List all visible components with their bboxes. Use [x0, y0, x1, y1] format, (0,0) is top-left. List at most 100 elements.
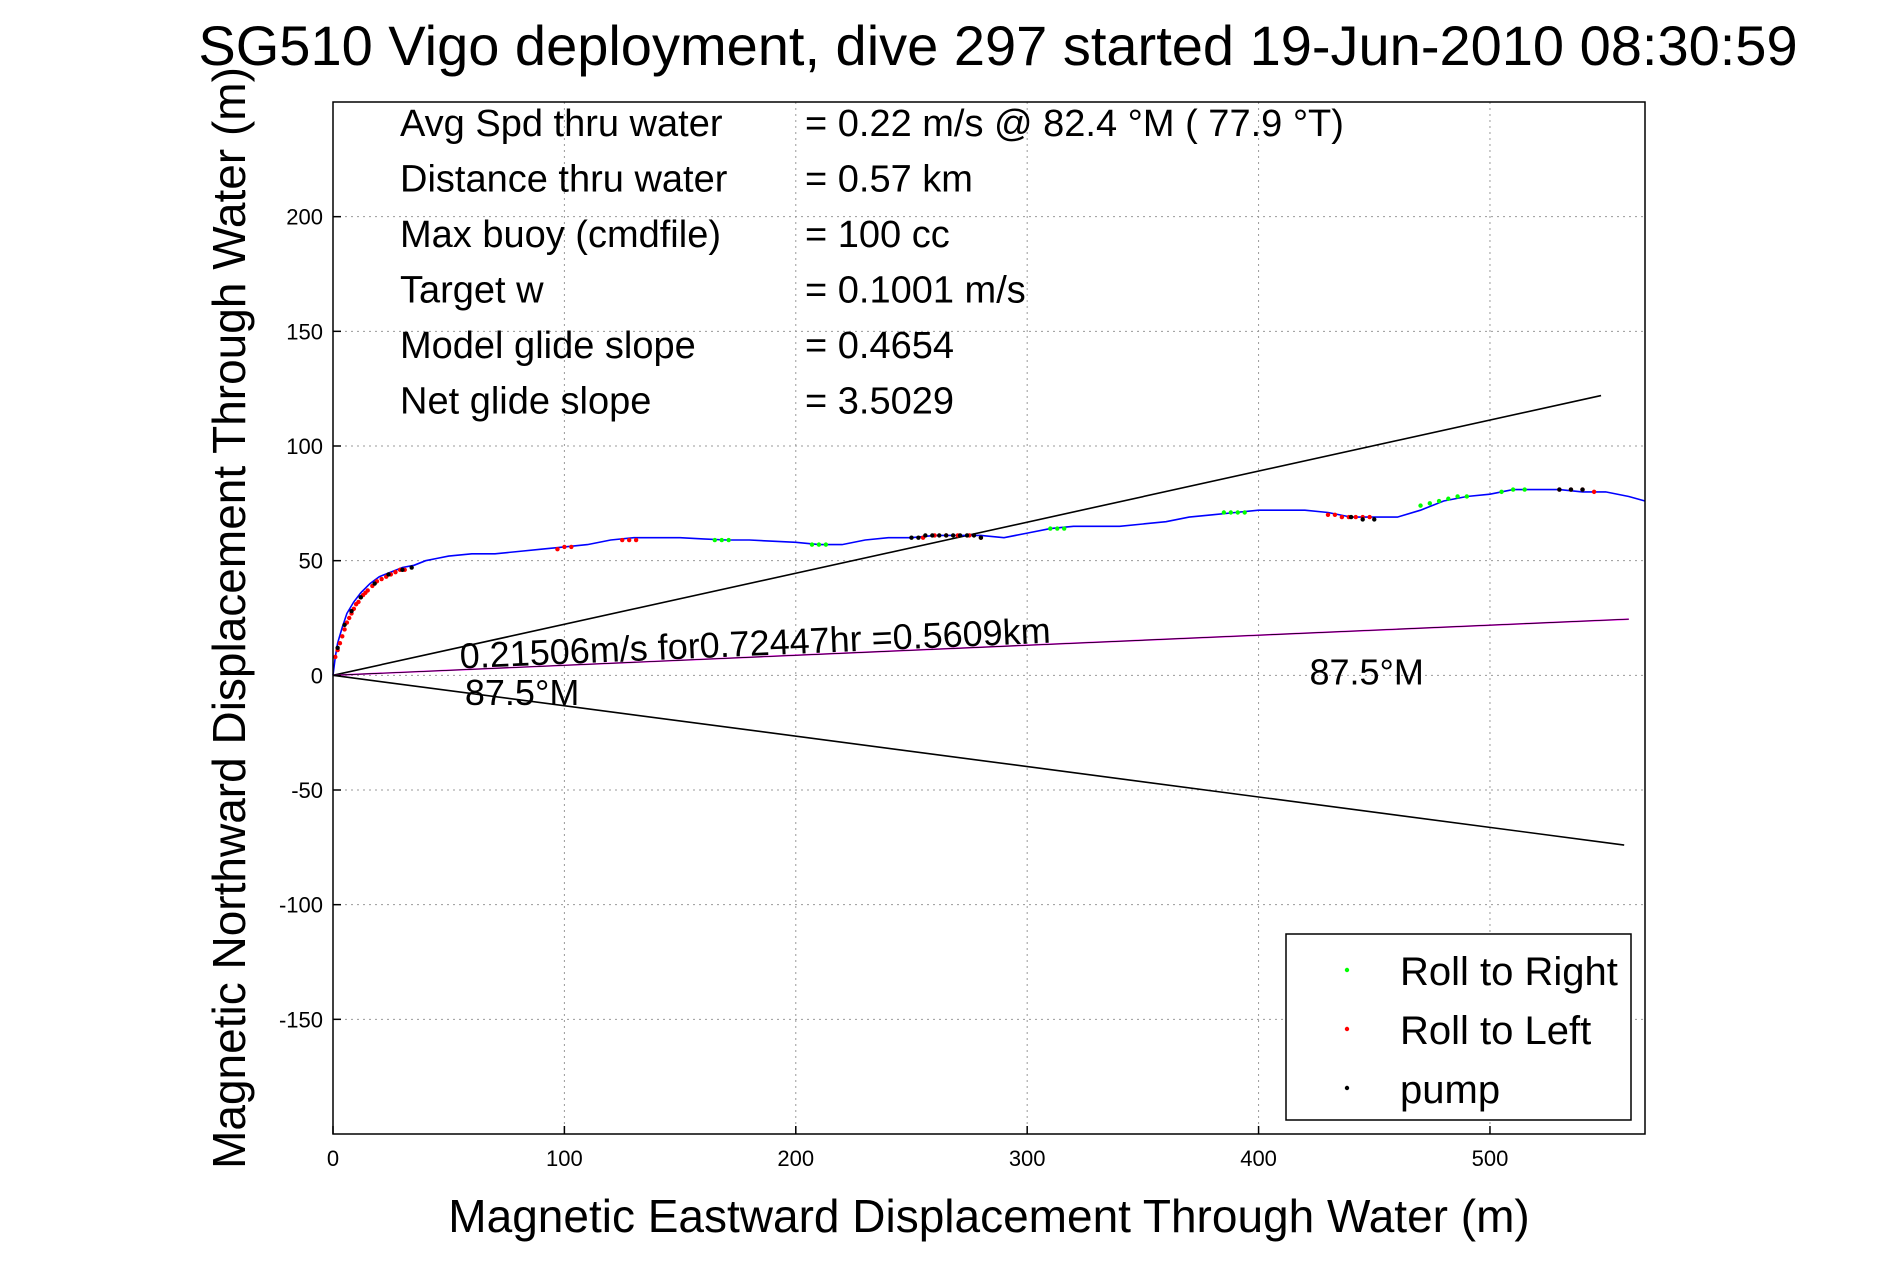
legend-entry: pump: [1400, 1068, 1500, 1112]
y-tick-label: 150: [286, 319, 323, 344]
data-point: [340, 634, 345, 639]
data-point: [950, 533, 956, 538]
info-value: = 0.4654: [805, 325, 954, 367]
data-point: [964, 533, 970, 538]
reference-line: [332, 618, 1629, 676]
info-value: = 0.22 m/s @ 82.4 °M ( 77.9 °T): [805, 103, 1344, 145]
data-point: [1048, 526, 1053, 531]
x-tick-label: 200: [777, 1146, 814, 1171]
x-tick-label: 100: [546, 1146, 583, 1171]
legend-marker: [1344, 1026, 1350, 1032]
y-tick-label: 0: [311, 663, 323, 688]
data-point: [1522, 487, 1527, 492]
data-point: [342, 622, 347, 628]
data-point: [379, 576, 384, 582]
data-point: [1372, 517, 1377, 522]
data-point: [1499, 489, 1504, 495]
data-point: [719, 537, 724, 543]
data-point: [923, 533, 928, 538]
data-point: [937, 533, 942, 538]
data-point: [1325, 512, 1331, 517]
data-point: [1235, 510, 1240, 515]
data-point: [1055, 526, 1060, 531]
data-point: [346, 615, 352, 621]
data-point: [1339, 514, 1345, 520]
info-value: = 0.57 km: [805, 159, 973, 201]
legend-box: [1285, 933, 1632, 1121]
x-tick-label: 300: [1009, 1146, 1046, 1171]
series: [332, 487, 1646, 676]
x-tick-label: 500: [1472, 1146, 1509, 1171]
data-point: [1360, 517, 1365, 522]
data-point: [562, 544, 567, 550]
data-point: [971, 533, 977, 538]
data-point: [1353, 514, 1358, 520]
legend: Roll to Right Roll to Left pump: [1285, 933, 1632, 1121]
data-point: [916, 535, 921, 540]
y-tick-label: 50: [299, 549, 323, 574]
legend-marker: [1344, 1085, 1350, 1091]
data-point: [978, 535, 984, 540]
data-point: [1446, 496, 1451, 501]
data-point: [365, 588, 370, 593]
data-point: [1418, 503, 1423, 508]
x-tick-label: 0: [327, 1146, 339, 1171]
legend-marker: [1344, 967, 1350, 973]
data-point: [626, 537, 632, 543]
data-point: [909, 535, 914, 540]
y-tick-label: 200: [286, 205, 323, 230]
data-point: [409, 565, 414, 570]
info-label: Avg Spd thru water: [400, 103, 723, 145]
data-point: [957, 533, 963, 538]
data-point: [1367, 514, 1372, 520]
data-point: [1228, 510, 1234, 515]
data-point: [386, 572, 391, 577]
data-point: [930, 533, 935, 538]
annotation-text: 87.5°M: [465, 672, 579, 713]
data-point: [1455, 494, 1460, 499]
info-label: Model glide slope: [400, 325, 696, 367]
x-axis-label: Magnetic Eastward Displacement Through W…: [448, 1190, 1529, 1242]
data-point: [1332, 512, 1338, 517]
data-point: [943, 533, 949, 538]
data-point: [633, 537, 639, 543]
reference-line: [332, 674, 1625, 846]
data-point: [816, 542, 822, 547]
data-point: [569, 544, 574, 550]
x-tick-label: 400: [1240, 1146, 1277, 1171]
data-point: [400, 567, 405, 573]
data-point: [1557, 487, 1562, 492]
info-label: Target w: [400, 270, 544, 312]
data-point: [333, 654, 338, 660]
info-label: Max buoy (cmdfile): [400, 214, 721, 256]
data-point: [335, 645, 340, 651]
data-point: [356, 599, 361, 605]
data-point: [823, 542, 829, 547]
legend-entry: Roll to Right: [1400, 950, 1618, 994]
data-point: [1580, 487, 1585, 492]
data-point: [1510, 487, 1516, 492]
data-point: [342, 627, 347, 632]
data-point: [337, 641, 343, 646]
data-point: [1427, 501, 1433, 506]
data-point: [1436, 498, 1442, 504]
annotation-text: 87.5°M: [1309, 652, 1423, 693]
data-point: [349, 608, 354, 614]
data-point: [726, 537, 731, 543]
data-point: [555, 547, 560, 552]
data-point: [372, 581, 377, 586]
info-label: Net glide slope: [400, 381, 651, 423]
info-value: = 3.5029: [805, 381, 954, 423]
ticks: 0 100 200 300 400 500 -150 -100 -50 0 50 100 150 200: [279, 205, 1508, 1171]
data-point: [620, 537, 625, 543]
data-point: [809, 542, 815, 547]
info-box: Avg Spd thru water = 0.22 m/s @ 82.4 °M (…: [400, 103, 1344, 423]
data-point: [1242, 510, 1247, 515]
y-tick-label: -100: [279, 893, 323, 918]
y-tick-label: -50: [291, 778, 323, 803]
legend-entry: Roll to Left: [1400, 1009, 1591, 1053]
y-tick-label: -150: [279, 1007, 323, 1032]
data-point: [712, 537, 717, 543]
data-point: [393, 569, 398, 575]
